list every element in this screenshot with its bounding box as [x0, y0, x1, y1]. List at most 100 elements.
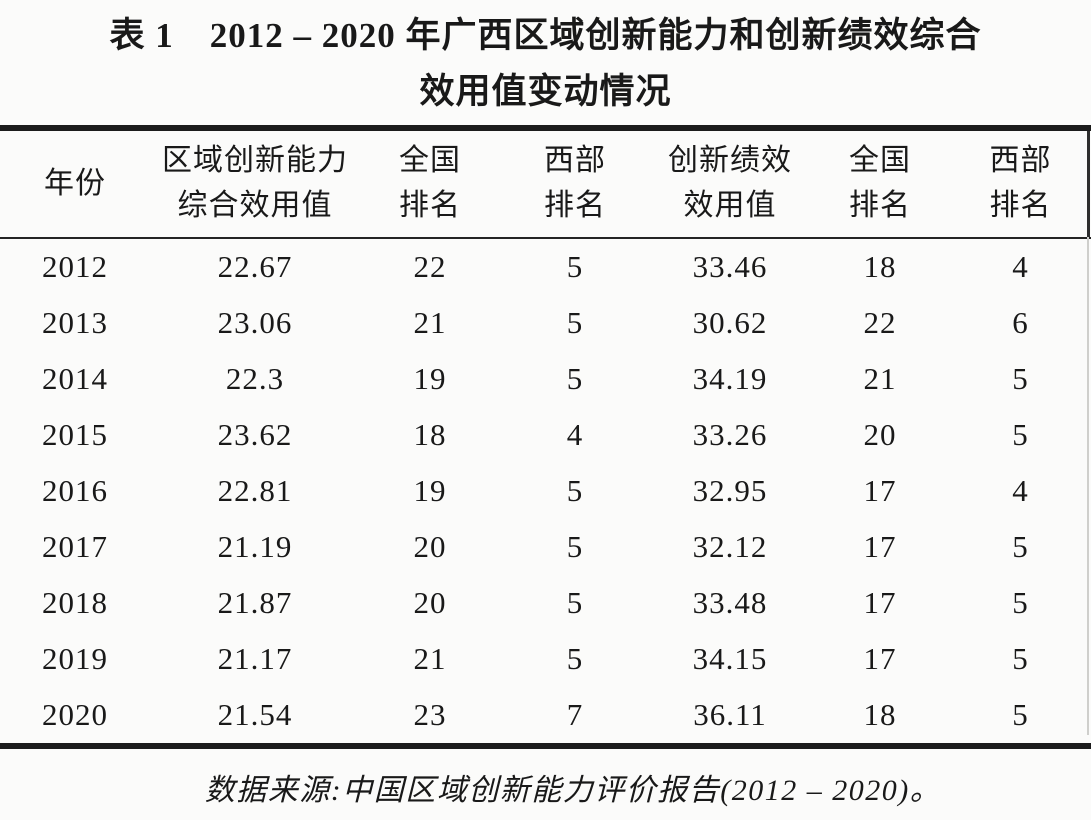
value-cell: 21: [413, 305, 447, 340]
year-cell: 2012: [42, 249, 108, 284]
value-cell: 22.81: [217, 473, 293, 508]
value-cell: 22.3: [225, 361, 285, 396]
value-cell: 21.54: [217, 697, 293, 732]
value-cell: 4: [566, 417, 584, 452]
table-row: 2020 21.54 23 7 36.11 18 5: [0, 687, 1091, 746]
value-cell: 18: [863, 249, 897, 284]
value-cell: 5: [566, 529, 584, 564]
year-cell: 2014: [42, 361, 108, 396]
value-cell: 20: [413, 585, 447, 620]
value-cell: 21.17: [217, 641, 293, 676]
year-cell: 2020: [42, 697, 108, 732]
column-header-capability-utility: 区域创新能力 综合效用值: [150, 128, 360, 238]
table-row: 2013 23.06 21 5 30.62 22 6: [0, 295, 1091, 351]
year-cell: 2015: [42, 417, 108, 452]
value-cell: 23.62: [217, 417, 293, 452]
value-cell: 32.12: [692, 529, 768, 564]
header-row: 年份 区域创新能力 综合效用值 全国 排名 西部 排名 创新绩效 效用值: [0, 128, 1091, 238]
table-row: 2012 22.67 22 5 33.46 18 4: [0, 238, 1091, 295]
page-edge-artifact: [1087, 131, 1090, 237]
value-cell: 4: [1012, 249, 1029, 284]
value-cell: 20: [413, 529, 447, 564]
value-cell: 5: [566, 585, 584, 620]
column-header-text: 创新绩效: [668, 144, 792, 177]
column-header-text: 排名: [989, 189, 1052, 222]
value-cell: 5: [1012, 585, 1029, 620]
value-cell: 17: [863, 473, 897, 508]
value-cell: 33.26: [692, 417, 768, 452]
source-note: 数据来源:中国区域创新能力评价报告(2012 – 2020)。: [204, 774, 942, 807]
value-cell: 5: [566, 249, 584, 284]
value-cell: 7: [566, 697, 584, 732]
year-cell: 2013: [42, 305, 108, 340]
value-cell: 5: [1012, 361, 1029, 396]
value-cell: 18: [413, 417, 447, 452]
column-header-performance-utility: 创新绩效 效用值: [650, 128, 810, 238]
value-cell: 23: [413, 697, 447, 732]
table-row: 2016 22.81 19 5 32.95 17 4: [0, 463, 1091, 519]
value-cell: 21: [863, 361, 897, 396]
column-header-text: 效用值: [683, 189, 777, 222]
table-body: 2012 22.67 22 5 33.46 18 4 2013 23.06 21 5 30.62 22 6…: [0, 238, 1091, 746]
value-cell: 22: [863, 305, 897, 340]
value-cell: 5: [566, 361, 584, 396]
column-header-western-rank: 西部 排名: [500, 128, 650, 238]
value-cell: 30.62: [692, 305, 768, 340]
value-cell: 19: [413, 361, 447, 396]
column-header-text: 排名: [544, 189, 606, 222]
value-cell: 36.11: [693, 697, 767, 732]
value-cell: 23.06: [217, 305, 293, 340]
value-cell: 33.48: [692, 585, 768, 620]
value-cell: 32.95: [692, 473, 768, 508]
value-cell: 17: [863, 585, 897, 620]
value-cell: 34.19: [692, 361, 768, 396]
value-cell: 5: [1012, 641, 1029, 676]
value-cell: 5: [566, 473, 584, 508]
year-cell: 2019: [42, 641, 108, 676]
value-cell: 4: [1012, 473, 1029, 508]
column-header-text: 西部: [544, 144, 606, 177]
year-cell: 2017: [42, 529, 108, 564]
data-table: 年份 区域创新能力 综合效用值 全国 排名 西部 排名 创新绩效 效用值: [0, 125, 1091, 749]
column-header-text: 排名: [849, 189, 911, 222]
value-cell: 17: [863, 641, 897, 676]
column-header-year: 年份: [0, 128, 150, 238]
value-cell: 5: [566, 641, 584, 676]
column-header-western-rank-2: 西部 排名: [950, 128, 1091, 238]
table-row: 2014 22.3 19 5 34.19 21 5: [0, 351, 1091, 407]
column-header-text: 排名: [399, 189, 461, 222]
column-header-text: 西部: [989, 144, 1052, 177]
column-header-national-rank: 全国 排名: [360, 128, 500, 238]
value-cell: 5: [1012, 417, 1029, 452]
value-cell: 5: [1012, 697, 1029, 732]
value-cell: 18: [863, 697, 897, 732]
value-cell: 6: [1012, 305, 1029, 340]
year-cell: 2016: [42, 473, 108, 508]
value-cell: 5: [566, 305, 584, 340]
value-cell: 34.15: [692, 641, 768, 676]
table-caption-line2: 效用值变动情况: [419, 72, 672, 111]
column-header-text: 区域创新能力: [162, 144, 348, 177]
table-row: 2018 21.87 20 5 33.48 17 5: [0, 575, 1091, 631]
column-header-text: 全国: [849, 144, 911, 177]
value-cell: 21.19: [217, 529, 293, 564]
value-cell: 19: [413, 473, 447, 508]
value-cell: 5: [1012, 529, 1029, 564]
value-cell: 20: [863, 417, 897, 452]
value-cell: 22: [413, 249, 447, 284]
value-cell: 21.87: [217, 585, 293, 620]
table-row: 2015 23.62 18 4 33.26 20 5: [0, 407, 1091, 463]
table-row: 2017 21.19 20 5 32.12 17 5: [0, 519, 1091, 575]
page-edge-artifact: [1087, 237, 1089, 735]
value-cell: 17: [863, 529, 897, 564]
value-cell: 33.46: [692, 249, 768, 284]
table-caption-line1: 表 1 2012 – 2020 年广西区域创新能力和创新绩效综合: [109, 16, 982, 55]
table-caption: 表 1 2012 – 2020 年广西区域创新能力和创新绩效综合 效用值变动情况: [0, 0, 1091, 125]
column-header-text: 年份: [44, 166, 106, 200]
table-row: 2019 21.17 21 5 34.15 17 5: [0, 631, 1091, 687]
column-header-text: 综合效用值: [177, 189, 333, 222]
value-cell: 22.67: [217, 249, 293, 284]
column-header-national-rank-2: 全国 排名: [810, 128, 950, 238]
value-cell: 21: [413, 641, 447, 676]
